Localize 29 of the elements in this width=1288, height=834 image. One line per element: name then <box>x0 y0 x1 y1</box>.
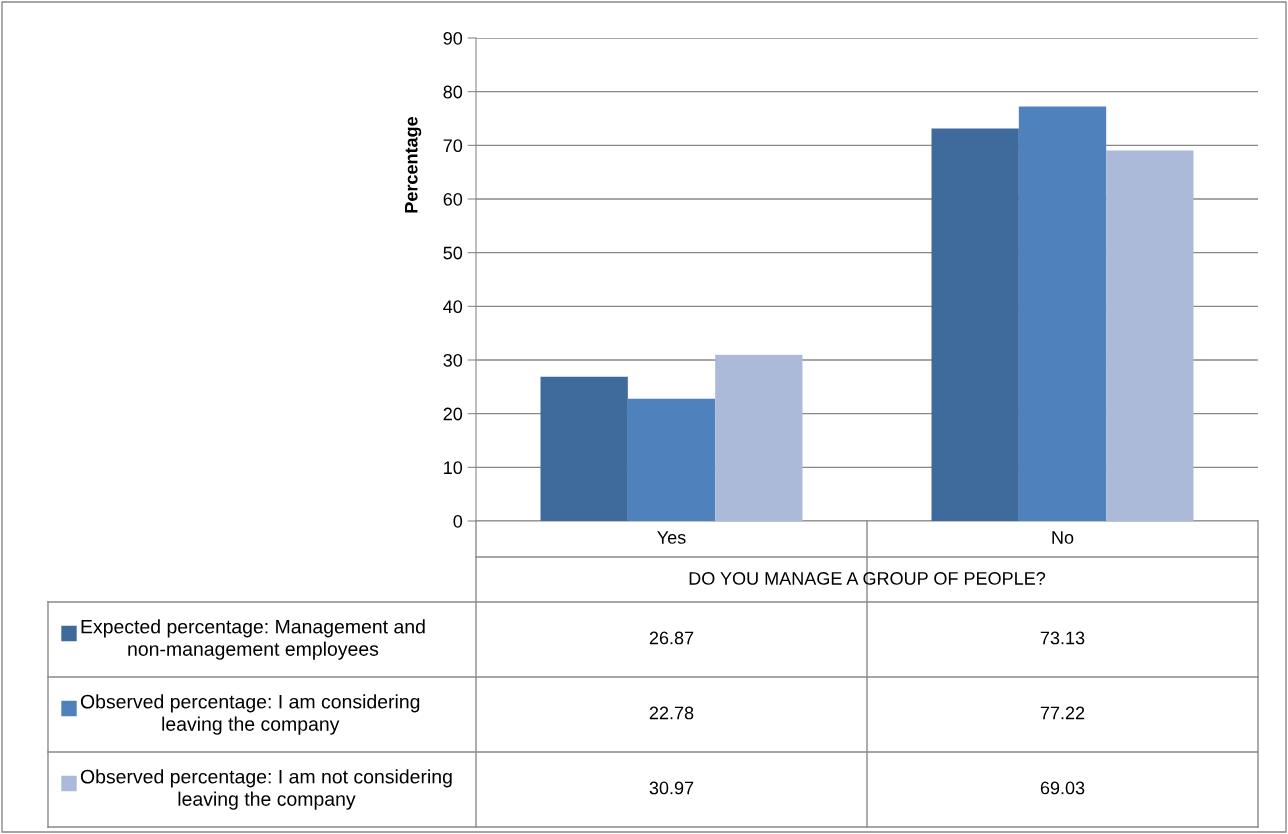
data-label: 30.97 <box>649 781 694 795</box>
legend-label: Observed percentage: I am not considering leaving the company <box>80 769 452 810</box>
bar <box>627 398 716 521</box>
bar <box>1106 150 1194 521</box>
legend-label: Expected percentage: Management and non-management employees <box>81 619 425 660</box>
data-label: 26.87 <box>649 631 694 645</box>
data-label: 22.78 <box>649 706 694 720</box>
y-tick-label: 70 <box>443 139 463 153</box>
bar <box>715 354 803 521</box>
y-tick-label: 0 <box>453 514 463 528</box>
bar <box>931 128 1019 521</box>
data-label: 73.13 <box>1040 631 1085 645</box>
bar <box>1018 106 1107 521</box>
bar <box>540 376 628 521</box>
y-tick-label: 10 <box>444 461 463 475</box>
y-tick-label: 80 <box>443 85 463 99</box>
x-tick-label: No <box>1052 531 1074 544</box>
x-axis-title: DO YOU MANAGE A GROUP OF PEOPLE? <box>689 572 1046 585</box>
x-tick-label: Yes <box>657 531 686 544</box>
legend-label: Observed percentage: I am considering leaving the company <box>80 694 420 735</box>
y-tick-label: 20 <box>443 407 463 421</box>
data-label: 77.22 <box>1040 706 1085 720</box>
y-tick-label: 30 <box>443 353 463 367</box>
y-tick-label: 50 <box>443 246 463 260</box>
y-tick-label: 40 <box>443 300 463 314</box>
y-tick-label: 60 <box>443 192 463 206</box>
y-tick-label: 90 <box>443 31 463 45</box>
data-label: 69.03 <box>1040 781 1085 795</box>
y-axis-title: Percentage <box>405 116 422 213</box>
